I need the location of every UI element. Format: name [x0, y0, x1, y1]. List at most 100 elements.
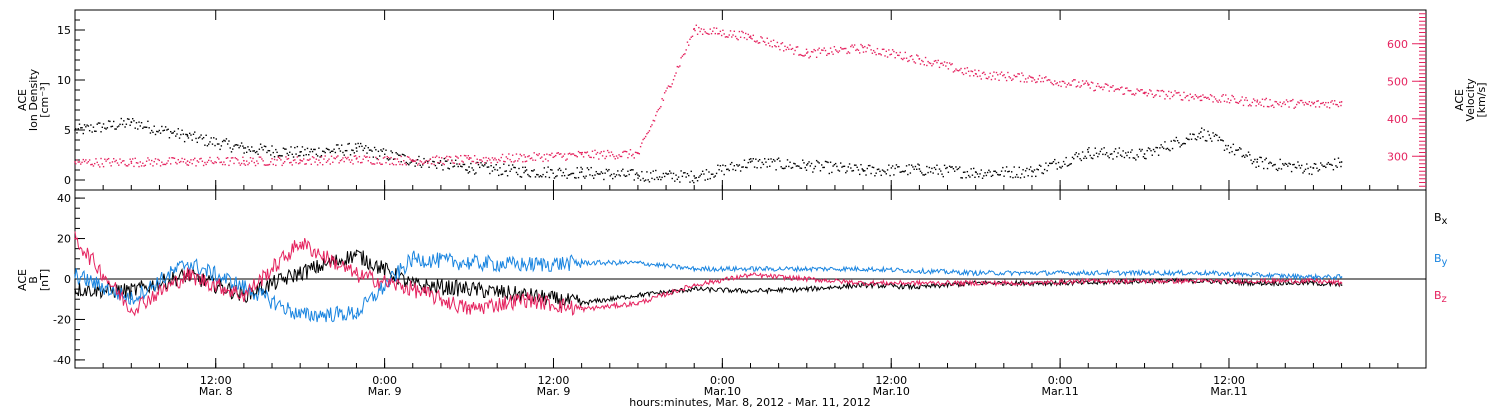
- data-point: [1098, 153, 1100, 155]
- data-point: [1102, 153, 1104, 156]
- data-point: [334, 157, 337, 160]
- data-point: [910, 55, 913, 57]
- data-point: [124, 126, 126, 128]
- data-point: [300, 159, 302, 162]
- data-point: [1225, 144, 1227, 147]
- data-point: [1111, 86, 1113, 89]
- data-point: [1257, 103, 1260, 105]
- data-point: [1047, 79, 1050, 81]
- data-point: [1031, 282, 1033, 284]
- data-point: [1333, 100, 1336, 102]
- data-point: [145, 160, 148, 162]
- data-point: [105, 128, 107, 130]
- data-point: [327, 148, 329, 150]
- data-point: [434, 156, 437, 159]
- data-point: [790, 167, 793, 169]
- data-point: [1147, 92, 1150, 95]
- data-point: [575, 155, 577, 157]
- data-point: [983, 71, 985, 74]
- data-point: [1046, 79, 1048, 82]
- data-point: [1136, 88, 1138, 90]
- data-point: [159, 132, 162, 134]
- data-point: [420, 166, 423, 168]
- data-point: [774, 45, 776, 47]
- data-point: [1238, 100, 1241, 103]
- data-point: [542, 173, 544, 176]
- data-point: [1042, 80, 1045, 83]
- data-point: [869, 164, 871, 167]
- data-point: [1295, 167, 1298, 169]
- data-point: [145, 126, 148, 129]
- data-point: [943, 164, 946, 167]
- data-point: [1042, 172, 1045, 175]
- data-point: [1009, 176, 1012, 178]
- data-point: [1069, 84, 1071, 86]
- data-point: [643, 137, 646, 140]
- data-point: [780, 42, 782, 45]
- data-point: [524, 170, 527, 172]
- data-point: [1108, 156, 1110, 159]
- data-point: [783, 167, 785, 170]
- data-point: [1195, 139, 1198, 141]
- data-point: [1216, 134, 1218, 137]
- data-point: [399, 163, 401, 166]
- data-point: [382, 157, 385, 159]
- data-point: [229, 147, 231, 149]
- data-point: [294, 146, 296, 149]
- data-point: [205, 163, 207, 166]
- data-point: [936, 164, 938, 166]
- data-point: [361, 161, 363, 164]
- legend-by: By: [1434, 252, 1448, 268]
- data-point: [777, 45, 780, 48]
- data-point: [1193, 98, 1195, 100]
- data-point: [435, 167, 438, 169]
- data-point: [905, 57, 908, 59]
- data-point: [1047, 164, 1050, 167]
- data-point: [560, 153, 562, 155]
- data-point: [1008, 170, 1010, 173]
- data-point: [1035, 81, 1037, 84]
- data-point: [1189, 93, 1191, 95]
- data-point: [1332, 103, 1335, 105]
- data-point: [1045, 162, 1047, 164]
- data-point: [639, 145, 642, 148]
- data-point: [688, 174, 690, 177]
- data-point: [1301, 164, 1303, 167]
- data-point: [1323, 104, 1326, 106]
- data-point: [1250, 159, 1252, 161]
- data-point: [443, 163, 445, 166]
- data-point: [1217, 139, 1219, 142]
- data-point: [468, 288, 470, 290]
- data-point: [566, 177, 568, 179]
- data-point: [247, 163, 249, 166]
- data-point: [717, 33, 719, 35]
- data-point: [340, 144, 343, 146]
- data-point: [923, 174, 925, 176]
- data-point: [991, 174, 994, 177]
- data-point: [1206, 140, 1208, 142]
- data-point: [137, 128, 139, 130]
- data-point: [308, 153, 310, 156]
- data-point: [1340, 100, 1343, 103]
- data-point: [1018, 166, 1020, 169]
- data-point: [828, 172, 831, 175]
- data-point: [106, 127, 109, 129]
- data-point: [167, 128, 169, 131]
- data-point: [719, 30, 722, 33]
- data-point: [201, 160, 204, 162]
- data-point: [533, 169, 535, 171]
- data-point: [1076, 85, 1079, 87]
- data-point: [947, 171, 950, 173]
- data-point: [638, 153, 641, 155]
- data-point: [263, 164, 266, 166]
- data-point: [971, 70, 974, 73]
- data-point: [1097, 83, 1099, 85]
- data-point: [542, 160, 544, 163]
- data-point: [438, 156, 440, 159]
- data-point: [100, 131, 102, 133]
- data-point: [119, 158, 121, 160]
- data-point: [1266, 105, 1269, 108]
- data-point: [1285, 99, 1288, 101]
- data-point: [609, 175, 611, 177]
- data-point: [1198, 96, 1200, 98]
